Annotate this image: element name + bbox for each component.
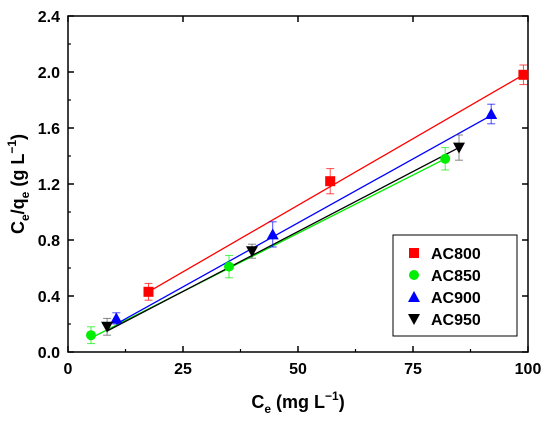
legend-label-ac850: AC850 xyxy=(431,268,481,285)
x-tick-label: 25 xyxy=(174,361,192,378)
point-ac950 xyxy=(101,321,114,333)
legend-label-ac800: AC800 xyxy=(431,246,481,263)
fit-line-ac900 xyxy=(115,114,492,325)
point-ac900 xyxy=(485,108,498,119)
tick-labels: 0 25 50 75 100 0.0 0.4 0.8 1.2 1.6 2.0 2.4 xyxy=(38,9,542,378)
point-ac800 xyxy=(518,69,529,80)
y-tick-label: 0.0 xyxy=(38,345,60,362)
x-axis-title: Ce (mg L−1) xyxy=(251,389,344,416)
y-axis-title: Ce/qe (g L−1) xyxy=(5,134,32,234)
point-ac850 xyxy=(224,261,234,272)
point-ac950 xyxy=(246,246,258,258)
legend: AC800 AC850 AC900 AC950 xyxy=(392,234,518,337)
point-ac950 xyxy=(453,142,465,154)
y-tick-label: 2.0 xyxy=(38,65,60,82)
fit-line-ac800 xyxy=(148,74,524,293)
x-tick-label: 100 xyxy=(515,361,542,378)
point-ac850 xyxy=(440,153,451,164)
y-tick-label: 0.8 xyxy=(38,233,60,250)
legend-marker-ac950 xyxy=(408,314,420,325)
point-ac900 xyxy=(110,312,123,324)
point-ac850 xyxy=(86,330,96,341)
point-ac800 xyxy=(325,176,336,187)
y-tick-label: 1.2 xyxy=(38,177,60,194)
y-tick-label: 1.6 xyxy=(38,121,60,138)
y-tick-label: 2.4 xyxy=(38,9,60,26)
x-tick-label: 75 xyxy=(404,361,422,378)
legend-marker-ac800 xyxy=(409,248,419,258)
y-tick-label: 0.4 xyxy=(38,289,60,306)
tick-marks xyxy=(67,15,529,353)
x-tick-label: 50 xyxy=(289,361,307,378)
fit-line-ac950 xyxy=(106,147,460,332)
legend-marker-ac850 xyxy=(409,270,419,280)
legend-marker-ac900 xyxy=(408,291,420,302)
x-tick-label: 0 xyxy=(64,361,73,378)
fit-lines xyxy=(90,74,524,339)
legend-label-ac950: AC950 xyxy=(431,312,481,329)
point-ac900 xyxy=(266,228,279,240)
data-markers xyxy=(86,69,529,341)
legend-label-ac900: AC900 xyxy=(431,290,481,307)
point-ac800 xyxy=(143,286,154,297)
